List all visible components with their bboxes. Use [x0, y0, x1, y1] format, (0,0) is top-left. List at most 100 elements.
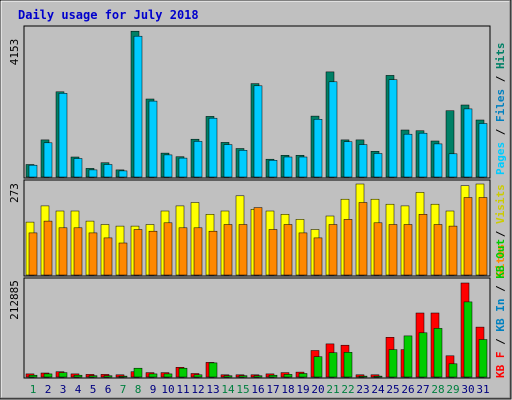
sites-bar: [88, 232, 98, 276]
x-tick-label: 29: [446, 383, 459, 396]
x-tick-label: 17: [266, 383, 279, 396]
x-tick-label: 20: [311, 383, 324, 396]
sites-bar: [148, 230, 158, 276]
kb-in-bar: [433, 328, 443, 378]
kb-in-bar: [88, 375, 98, 378]
kb-in-bar: [193, 374, 203, 378]
kb-in-bar: [283, 374, 293, 378]
hits-bar: [373, 153, 383, 178]
x-tick-label: 23: [356, 383, 369, 396]
hits-bar: [388, 79, 398, 178]
x-tick-label: 24: [371, 383, 385, 396]
sites-bar: [433, 224, 443, 276]
legend-visits-panel: Sites / Visits: [494, 184, 507, 277]
kb-in-bar: [103, 375, 113, 378]
kb-in-bar: [133, 367, 143, 378]
sites-bar: [388, 224, 398, 276]
x-tick-label: 25: [386, 383, 399, 396]
x-tick-label: 11: [176, 383, 189, 396]
x-tick-label: 16: [251, 383, 264, 396]
legend-files: Files: [494, 89, 507, 122]
x-tick-label: 15: [236, 383, 249, 396]
sites-bar: [163, 222, 173, 276]
kb-in-bar: [298, 373, 308, 378]
sites-bar: [253, 207, 263, 276]
kb-in-bar: [388, 349, 398, 378]
legend-kb-panel: KB F / KB In / KB Out: [494, 239, 507, 378]
hits-bar: [133, 35, 143, 178]
kb-in-bar: [358, 375, 368, 378]
x-tick-label: 30: [461, 383, 474, 396]
x-tick-label: 5: [90, 383, 97, 396]
legend-sites: Sites: [494, 244, 507, 277]
hits-bar: [178, 157, 188, 178]
x-tick-label: 19: [296, 383, 309, 396]
x-tick-label: 2: [45, 383, 52, 396]
kb-in-bar: [328, 352, 338, 378]
hits-bar: [88, 169, 98, 178]
kb-in-bar: [73, 374, 83, 378]
hits-bar: [43, 142, 53, 178]
x-tick-label: 21: [326, 383, 339, 396]
kb-in-bar: [463, 301, 473, 378]
sites-bar: [418, 214, 428, 276]
sites-bar: [328, 224, 338, 276]
legend-kb-out: KB Out: [494, 239, 507, 279]
x-tick-label: 3: [60, 383, 67, 396]
hits-bar: [268, 160, 278, 178]
sites-bar: [298, 232, 308, 276]
kb-in-bar: [313, 356, 323, 378]
panel-kb-ymax-label: 212885: [8, 280, 21, 320]
legend-kb-in: KB In: [494, 299, 507, 332]
x-tick-label: 12: [191, 383, 204, 396]
x-tick-label: 14: [221, 383, 235, 396]
sites-bar: [313, 237, 323, 276]
sites-bar: [403, 224, 413, 276]
sites-bar: [463, 197, 473, 276]
sites-bar: [358, 202, 368, 276]
sites-bar: [58, 227, 68, 276]
kb-in-bar: [163, 373, 173, 378]
sites-bar: [28, 232, 38, 276]
hits-bar: [28, 164, 38, 178]
sites-bar: [283, 224, 293, 276]
hits-bar: [448, 153, 458, 178]
hits-bar: [223, 144, 233, 178]
x-tick-label: 18: [281, 383, 294, 396]
x-tick-label: 9: [150, 383, 157, 396]
hits-bar: [313, 119, 323, 178]
x-tick-label: 8: [135, 383, 142, 396]
kb-in-bar: [448, 363, 458, 378]
hits-bar: [118, 170, 128, 178]
kb-in-bar: [118, 375, 128, 378]
x-tick-label: 28: [431, 383, 444, 396]
x-tick-label: 26: [401, 383, 414, 396]
sites-bar: [238, 224, 248, 276]
sites-bar: [223, 224, 233, 276]
legend-hits-panel: Pages / Files / Hits: [494, 43, 507, 176]
hits-bar: [163, 154, 173, 178]
kb-in-bar: [208, 362, 218, 378]
hits-bar: [358, 144, 368, 178]
sites-bar: [103, 237, 113, 276]
hits-bar: [298, 156, 308, 178]
hits-bar: [328, 81, 338, 178]
panel-visits-ymax-label: 273: [8, 183, 21, 203]
legend-visits: Visits: [494, 184, 507, 224]
kb-in-bar: [43, 373, 53, 378]
hits-bar: [433, 143, 443, 178]
legend-kb-f: KB F: [494, 352, 507, 379]
panel-hits-bars: [25, 30, 488, 178]
kb-in-bar: [223, 375, 233, 378]
hits-bar: [103, 164, 113, 178]
panel-visits-bars: [25, 183, 488, 276]
hits-bar: [253, 85, 263, 178]
hits-bar: [193, 141, 203, 178]
kb-in-bar: [343, 352, 353, 378]
sites-bar: [478, 197, 488, 276]
x-tick-label: 1: [30, 383, 37, 396]
kb-in-bar: [478, 339, 488, 378]
hits-bar: [343, 141, 353, 178]
kb-in-bar: [178, 367, 188, 378]
